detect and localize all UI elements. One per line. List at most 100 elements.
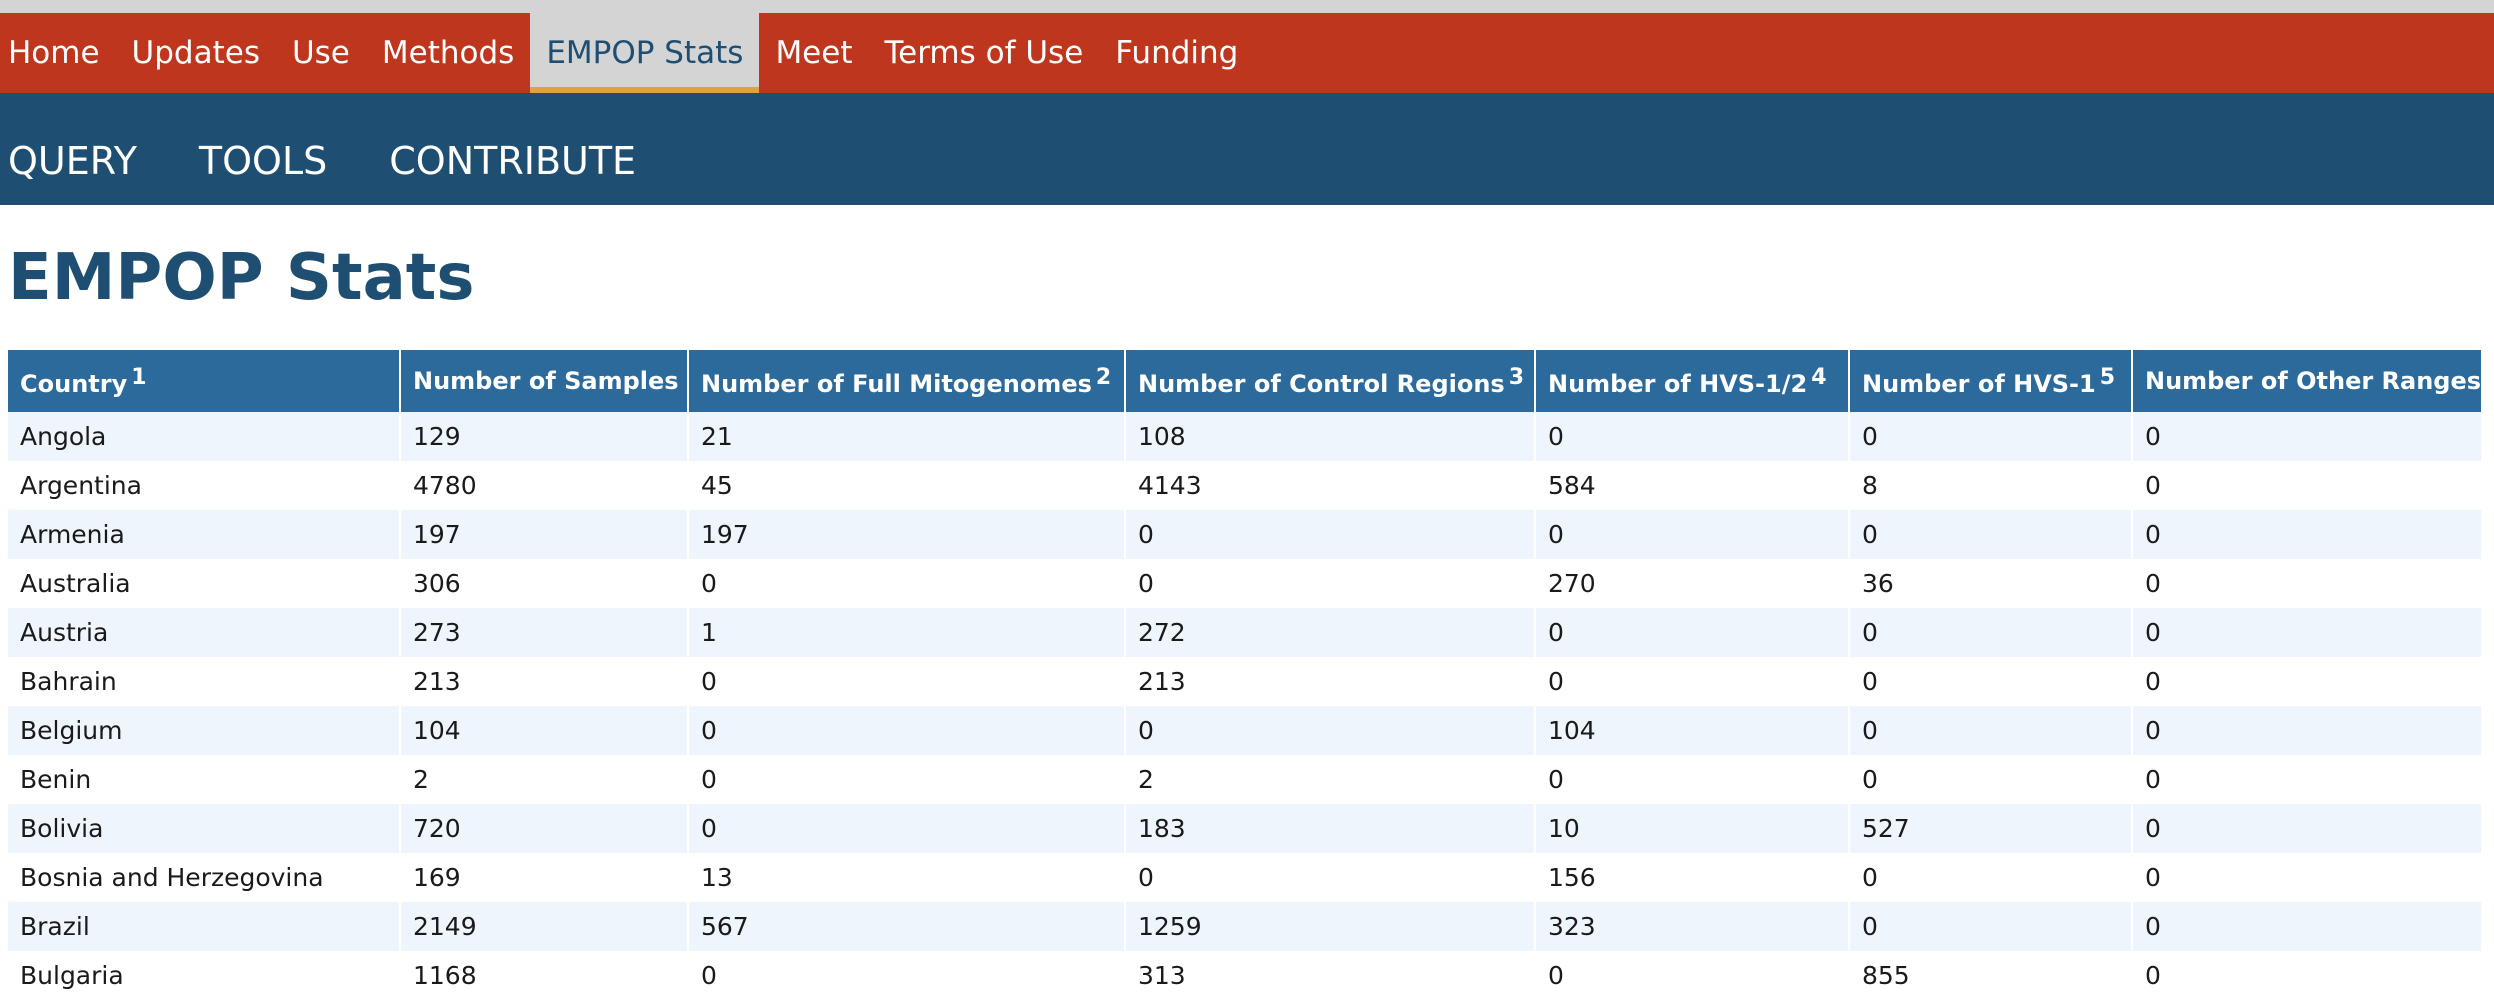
- table-cell: 0: [1849, 706, 2133, 755]
- table-cell: 0: [688, 804, 1126, 853]
- subnav-query[interactable]: QUERY: [8, 139, 137, 183]
- table-cell: 0: [2132, 706, 2483, 755]
- table-cell: 0: [1849, 510, 2133, 559]
- table-row: Angola 129 21 108 0 0 0: [8, 412, 2483, 461]
- table-cell: 0: [1535, 755, 1850, 804]
- table-cell: 0: [1849, 902, 2133, 951]
- table-cell: 45: [688, 461, 1126, 510]
- table-cell: 108: [1125, 412, 1536, 461]
- column-header[interactable]: Number of Control Regions 3: [1125, 350, 1536, 412]
- table-row: Belgium 104 0 0 104 0 0: [8, 706, 2483, 755]
- stats-table-container: Country 1 Number of Samples Number of Full …: [8, 350, 2483, 1000]
- table-cell: Benin: [8, 755, 401, 804]
- table-cell: 197: [400, 510, 689, 559]
- table-cell: 527: [1849, 804, 2133, 853]
- table-body: Angola 129 21 108 0 0 0 Argentina 4780 45 4143 584 8…: [8, 412, 2483, 1000]
- table-cell: Austria: [8, 608, 401, 657]
- table-cell: Belgium: [8, 706, 401, 755]
- table-cell: 0: [1125, 853, 1536, 902]
- footnote-marker: 3: [1508, 364, 1525, 390]
- table-cell: 0: [1535, 412, 1850, 461]
- column-header-label: Number of HVS-1/2: [1548, 369, 1808, 398]
- nav-terms-of-use[interactable]: Terms of Use: [884, 35, 1084, 71]
- table-cell: 313: [1125, 951, 1536, 1000]
- column-header[interactable]: Number of Samples: [400, 350, 689, 412]
- table-row: Austria 273 1 272 0 0 0: [8, 608, 2483, 657]
- table-cell: 2149: [400, 902, 689, 951]
- table-cell: 272: [1125, 608, 1536, 657]
- table-row: Australia 306 0 0 270 36 0: [8, 559, 2483, 608]
- table-cell: Argentina: [8, 461, 401, 510]
- footnote-marker: 4: [1811, 364, 1827, 390]
- table-cell: 0: [2132, 412, 2483, 461]
- table-cell: 0: [1535, 657, 1850, 706]
- table-cell: 306: [400, 559, 689, 608]
- table-cell: 0: [1849, 755, 2133, 804]
- table-cell: 273: [400, 608, 689, 657]
- table-cell: 104: [400, 706, 689, 755]
- secondary-nav: QUERY TOOLS CONTRIBUTE: [0, 93, 2494, 205]
- table-cell: 0: [1535, 951, 1850, 1000]
- table-cell: 0: [2132, 951, 2483, 1000]
- nav-use[interactable]: Use: [291, 35, 350, 71]
- table-cell: 0: [1849, 608, 2133, 657]
- footnote-marker: 2: [1095, 364, 1112, 390]
- table-cell: 0: [1125, 559, 1536, 608]
- table-cell: Bulgaria: [8, 951, 401, 1000]
- table-row: Armenia 197 197 0 0 0 0: [8, 510, 2483, 559]
- table-cell: 270: [1535, 559, 1850, 608]
- footnote-marker: 1: [131, 364, 147, 390]
- column-header[interactable]: Country 1: [8, 350, 401, 412]
- table-cell: 213: [400, 657, 689, 706]
- nav-empop-stats[interactable]: EMPOP Stats: [530, 13, 760, 93]
- nav-updates[interactable]: Updates: [131, 35, 260, 71]
- table-cell: 0: [2132, 461, 2483, 510]
- table-cell: 855: [1849, 951, 2133, 1000]
- column-header-label: Country: [20, 369, 128, 398]
- table-cell: 4143: [1125, 461, 1536, 510]
- table-row: Bulgaria 1168 0 313 0 855 0: [8, 951, 2483, 1000]
- table-cell: 0: [2132, 510, 2483, 559]
- nav-funding[interactable]: Funding: [1115, 35, 1239, 71]
- table-cell: 0: [1849, 657, 2133, 706]
- table-cell: 13: [688, 853, 1126, 902]
- column-header-label: Number of HVS-1: [1862, 369, 2096, 398]
- column-header[interactable]: Number of Other Ranges: [2132, 350, 2483, 412]
- table-cell: 0: [1849, 853, 2133, 902]
- column-header[interactable]: Number of Full Mitogenomes 2: [688, 350, 1126, 412]
- table-row: Bahrain 213 0 213 0 0 0: [8, 657, 2483, 706]
- subnav-tools[interactable]: TOOLS: [198, 139, 328, 183]
- table-cell: Angola: [8, 412, 401, 461]
- top-strip: [0, 0, 2494, 13]
- table-cell: 156: [1535, 853, 1850, 902]
- table-cell: 0: [2132, 804, 2483, 853]
- table-row: Argentina 4780 45 4143 584 8 0: [8, 461, 2483, 510]
- table-cell: 0: [688, 559, 1126, 608]
- column-header[interactable]: Number of HVS-1 5: [1849, 350, 2133, 412]
- table-cell: 0: [1125, 706, 1536, 755]
- table-cell: 2: [400, 755, 689, 804]
- table-cell: 0: [688, 657, 1126, 706]
- nav-methods[interactable]: Methods: [381, 35, 515, 71]
- table-cell: Bosnia and Herzegovina: [8, 853, 401, 902]
- table-cell: 1: [688, 608, 1126, 657]
- subnav-contribute[interactable]: CONTRIBUTE: [389, 139, 637, 183]
- table-cell: 720: [400, 804, 689, 853]
- table-cell: 1259: [1125, 902, 1536, 951]
- nav-home[interactable]: Home: [8, 35, 100, 71]
- table-cell: 584: [1535, 461, 1850, 510]
- table-cell: 183: [1125, 804, 1536, 853]
- table-header-row: Country 1 Number of Samples Number of Full …: [8, 350, 2483, 412]
- column-header-label: Number of Other Ranges: [2145, 367, 2482, 395]
- column-header[interactable]: Number of HVS-1/2 4: [1535, 350, 1850, 412]
- nav-meet[interactable]: Meet: [775, 35, 853, 71]
- table-cell: 169: [400, 853, 689, 902]
- footnote-marker: 5: [2099, 364, 2116, 390]
- table-cell: 0: [2132, 902, 2483, 951]
- table-cell: 4780: [400, 461, 689, 510]
- table-cell: 0: [1535, 510, 1850, 559]
- table-cell: 8: [1849, 461, 2133, 510]
- column-header-label: Number of Control Regions: [1138, 369, 1505, 398]
- primary-nav: Home Updates Use Methods EMPOP Stats Meet Term…: [0, 13, 2494, 93]
- table-row: Benin 2 0 2 0 0 0: [8, 755, 2483, 804]
